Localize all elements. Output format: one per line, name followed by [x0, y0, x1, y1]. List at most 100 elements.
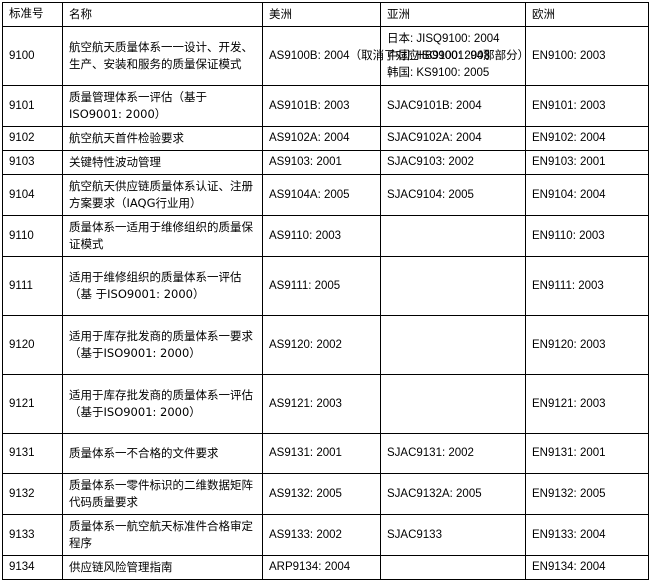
table-row: 9121 适用于库存批发商的质量体系一评估（基于ISO9001: 2000） AS9… — [2, 374, 649, 434]
cell-asia: SJAC9132A: 2005 — [380, 473, 526, 515]
cell-standard-code: 9103 — [2, 150, 63, 175]
cell-america-line: AS9111: 2005 — [269, 279, 341, 292]
cell-standard-name: 质量体系一不合格的文件要求 — [62, 433, 263, 474]
cell-europe: EN9110: 2003 — [525, 215, 649, 257]
cell-standard-code: 9102 — [2, 126, 63, 151]
cell-asia-line: SJAC9102A: 2004 — [387, 132, 482, 144]
cell-asia-line: 中国: HB9100: 2003 — [387, 49, 490, 62]
cell-standard-code: 9101 — [2, 85, 63, 127]
cell-europe-line: EN9132: 2005 — [532, 487, 606, 500]
cell-asia-line: SJAC9132A: 2005 — [387, 487, 482, 500]
cell-europe-line: EN9120: 2003 — [532, 338, 606, 351]
cell-europe-line: EN9103: 2001 — [532, 156, 606, 168]
document-page: 标准号 名称 美洲 亚洲 欧洲 9100 航空航天质量体系一一设计、开发、生产、安… — [2, 2, 649, 580]
column-header-america: 美洲 — [262, 2, 381, 27]
cell-asia — [380, 315, 526, 375]
cell-standard-code: 9132 — [2, 473, 63, 515]
cell-europe-line: EN9111: 2003 — [532, 279, 604, 292]
column-header-europe: 欧洲 — [525, 2, 649, 27]
cell-standard-code: 9120 — [2, 315, 63, 375]
cell-europe-line: EN9101: 2003 — [532, 99, 606, 112]
cell-america-line: AS9103: 2001 — [269, 156, 342, 168]
cell-america: AS9121: 2003 — [262, 374, 381, 434]
cell-europe: EN9102: 2004 — [525, 126, 649, 151]
cell-europe-line: EN9110: 2003 — [532, 229, 605, 242]
cell-europe-line: EN9104: 2004 — [532, 188, 606, 201]
table-row: 9100 航空航天质量体系一一设计、开发、生产、安装和服务的质量保证模式 AS910… — [2, 26, 649, 86]
cell-standard-code: 9100 — [2, 26, 63, 86]
column-header-asia: 亚洲 — [380, 2, 526, 27]
cell-america: AS9102A: 2004 — [262, 126, 381, 151]
cell-europe: EN9103: 2001 — [525, 150, 649, 175]
cell-america-line: AS9102A: 2004 — [269, 132, 350, 144]
cell-standard-code: 9134 — [2, 555, 63, 580]
column-header-code: 标准号 — [2, 2, 63, 27]
cell-america-line: AS9133: 2002 — [269, 528, 342, 541]
table-row: 9111 适用于维修组织的质量体系一评估（基 于ISO9001: 2000） AS9… — [2, 256, 649, 316]
table-row: 9110 质量体系一适用于维修组织的质量保证模式 AS9110: 2003 EN911… — [2, 215, 649, 257]
cell-asia-line: SJAC9104: 2005 — [387, 188, 474, 201]
cell-asia-line: 日本: JISQ9100: 2004 — [387, 32, 500, 45]
cell-europe-line: EN9100: 2003 — [532, 49, 606, 62]
cell-america-line: AS9100B: 2004（取消了对应ISO9001: 94那部分） — [269, 49, 530, 62]
cell-america-line: AS9121: 2003 — [269, 397, 342, 410]
cell-asia: SJAC9104: 2005 — [380, 174, 526, 216]
table-row: 9132 质量体系一零件标识的二维数据矩阵代码质量要求 AS9132: 2005 SJ… — [2, 473, 649, 515]
table-row: 9131 质量体系一不合格的文件要求 AS9131: 2001 SJAC9131: 2… — [2, 433, 649, 474]
cell-standard-name: 航空航天首件检验要求 — [62, 126, 263, 151]
cell-america: AS9111: 2005 — [262, 256, 381, 316]
cell-asia: SJAC9102A: 2004 — [380, 126, 526, 151]
cell-asia-line: SJAC9101B: 2004 — [387, 99, 482, 112]
cell-europe-line: EN9134: 2004 — [532, 561, 606, 573]
table-header: 标准号 名称 美洲 亚洲 欧洲 — [2, 2, 649, 27]
cell-europe-line: EN9121: 2003 — [532, 397, 606, 410]
cell-america: AS9110: 2003 — [262, 215, 381, 257]
cell-standard-code: 9110 — [2, 215, 63, 257]
cell-europe: EN9131: 2001 — [525, 433, 649, 474]
cell-europe-line: EN9102: 2004 — [532, 132, 606, 144]
cell-europe: EN9104: 2004 — [525, 174, 649, 216]
table-header-row: 标准号 名称 美洲 亚洲 欧洲 — [2, 2, 649, 27]
table-row: 9103 关键特性波动管理 AS9103: 2001 SJAC9103: 2002 EN… — [2, 150, 649, 175]
cell-asia: SJAC9131: 2002 — [380, 433, 526, 474]
cell-asia-line: SJAC9133 — [387, 528, 442, 541]
cell-standard-name: 供应链风险管理指南 — [62, 555, 263, 580]
cell-standard-code: 9133 — [2, 514, 63, 556]
cell-america-line: AS9104A: 2005 — [269, 188, 350, 201]
cell-america-line: AS9120: 2002 — [269, 338, 342, 351]
cell-europe: EN9120: 2003 — [525, 315, 649, 375]
cell-standard-code: 9131 — [2, 433, 63, 474]
cell-asia-line: SJAC9131: 2002 — [387, 447, 474, 459]
column-header-name: 名称 — [62, 2, 263, 27]
cell-asia: SJAC9103: 2002 — [380, 150, 526, 175]
cell-america-line: ARP9134: 2004 — [269, 561, 351, 573]
cell-asia: SJAC9101B: 2004 — [380, 85, 526, 127]
table-row: 9101 质量管理体系一评估（基于ISO9001: 2000） AS9101B: 2… — [2, 85, 649, 127]
cell-standard-name: 适用于库存批发商的质量体系一要求（基于ISO9001: 2000） — [62, 315, 263, 375]
cell-europe: EN9134: 2004 — [525, 555, 649, 580]
cell-america: AS9101B: 2003 — [262, 85, 381, 127]
table-row: 9120 适用于库存批发商的质量体系一要求（基于ISO9001: 2000） AS9… — [2, 315, 649, 375]
cell-standard-name: 关键特性波动管理 — [62, 150, 263, 175]
table-body: 9100 航空航天质量体系一一设计、开发、生产、安装和服务的质量保证模式 AS910… — [2, 26, 649, 580]
cell-america-line: AS9110: 2003 — [269, 229, 342, 242]
cell-standard-name: 质量体系一零件标识的二维数据矩阵代码质量要求 — [62, 473, 263, 515]
cell-europe: EN9132: 2005 — [525, 473, 649, 515]
cell-america-line: AS9131: 2001 — [269, 447, 342, 459]
cell-america-line: AS9101B: 2003 — [269, 99, 350, 112]
cell-europe-line: EN9131: 2001 — [532, 447, 606, 459]
cell-standard-name: 航空航天质量体系一一设计、开发、生产、安装和服务的质量保证模式 — [62, 26, 263, 86]
cell-america: AS9131: 2001 — [262, 433, 381, 474]
cell-europe: EN9111: 2003 — [525, 256, 649, 316]
cell-asia — [380, 374, 526, 434]
cell-standard-name: 质量体系一适用于维修组织的质量保证模式 — [62, 215, 263, 257]
cell-america: AS9132: 2005 — [262, 473, 381, 515]
cell-asia-line: SJAC9103: 2002 — [387, 156, 474, 168]
cell-america: AS9104A: 2005 — [262, 174, 381, 216]
cell-asia: SJAC9133 — [380, 514, 526, 556]
cell-america: AS9100B: 2004（取消了对应ISO9001: 94那部分） — [262, 26, 530, 86]
cell-europe: EN9133: 2004 — [525, 514, 649, 556]
cell-standard-code: 9121 — [2, 374, 63, 434]
cell-america-line: AS9132: 2005 — [269, 487, 342, 500]
cell-standard-name: 质量体系一航空航天标准件合格审定程序 — [62, 514, 263, 556]
